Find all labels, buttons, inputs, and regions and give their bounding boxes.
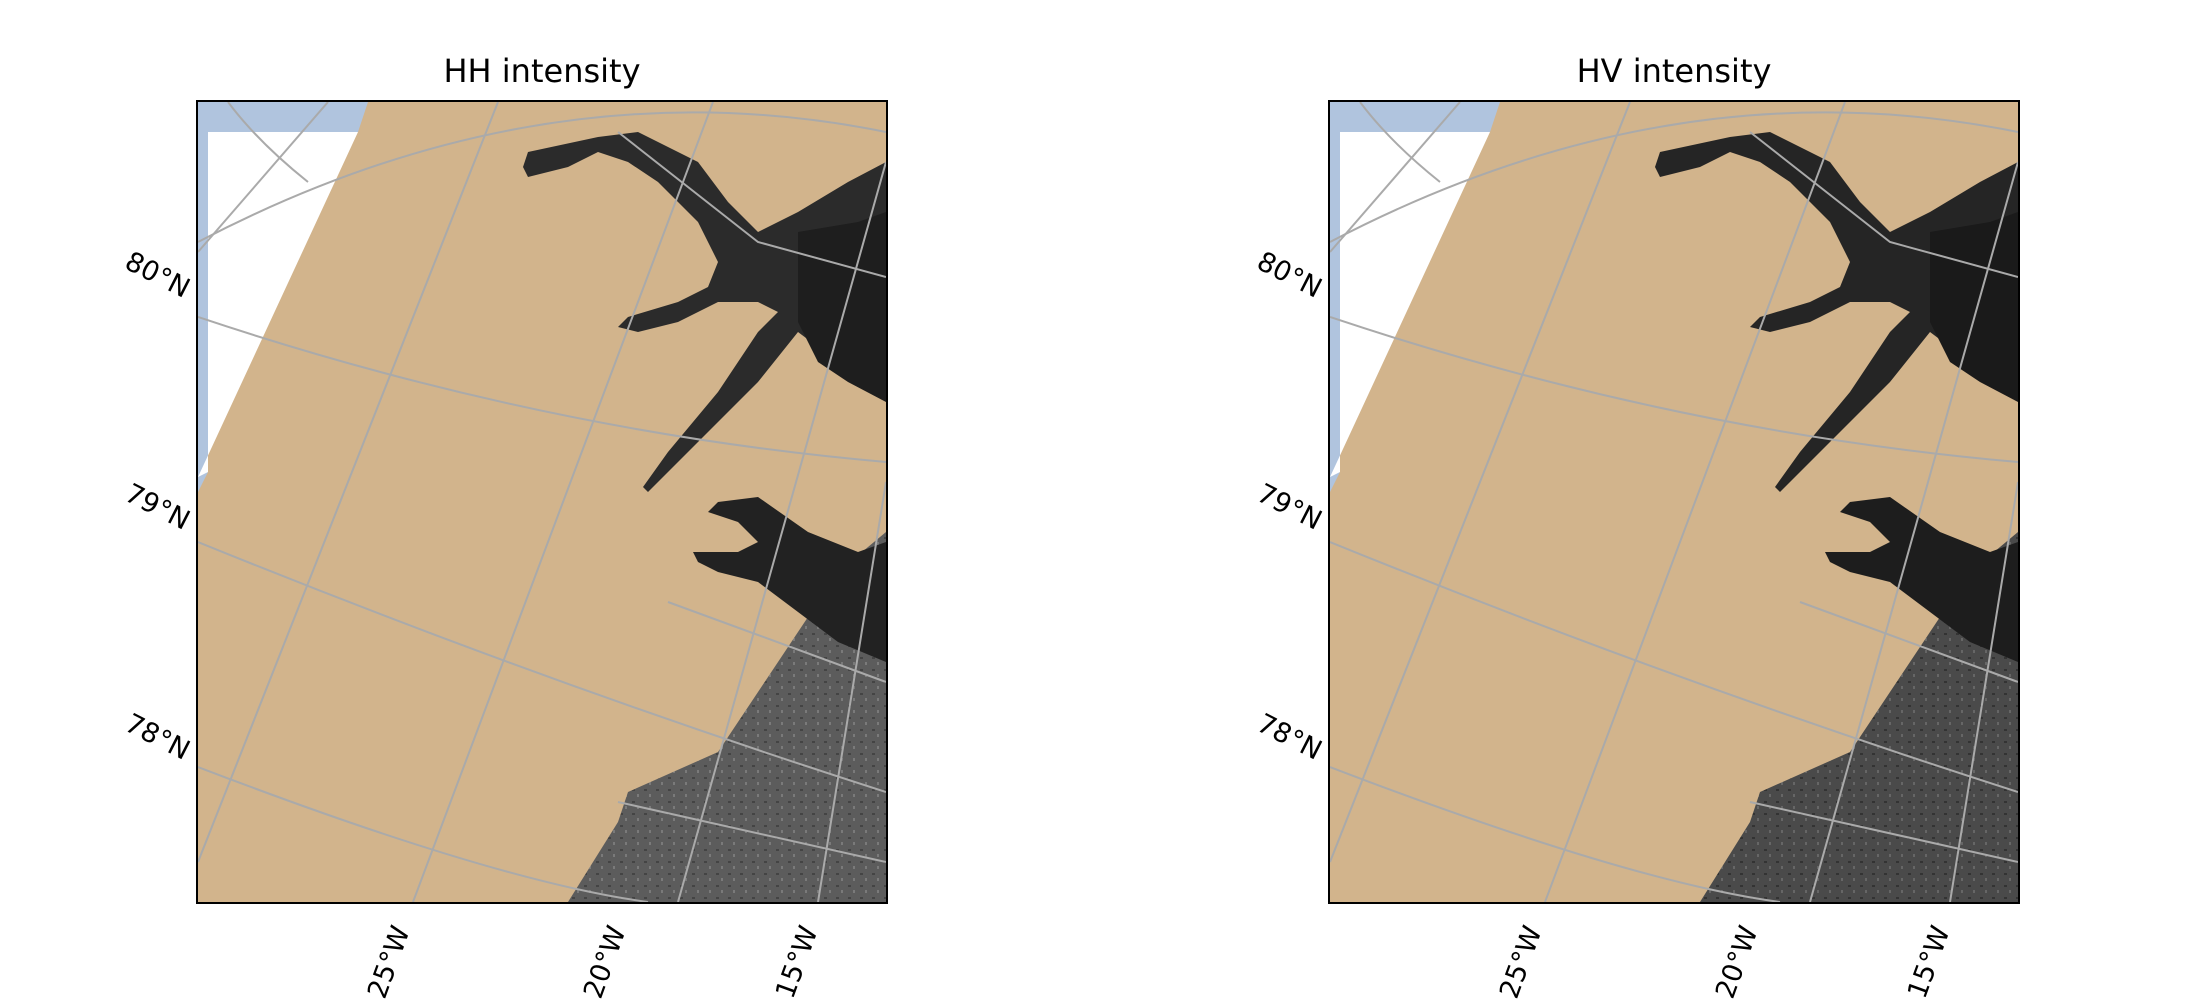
lat-label-79n: 79°N: [119, 478, 195, 537]
map-frame: [196, 100, 888, 904]
map-frame: [1328, 100, 2020, 904]
no-data-region: [198, 132, 358, 477]
lat-label-78n: 78°N: [119, 708, 195, 767]
lon-label-20w: 20°W: [578, 921, 633, 1003]
map-title: HH intensity: [443, 52, 641, 90]
map-canvas: [198, 102, 886, 902]
map-canvas: [1330, 102, 2018, 902]
lon-label-25w: 25°W: [1494, 921, 1549, 1003]
graticule: [198, 102, 886, 902]
lon-label-25w: 25°W: [362, 921, 417, 1003]
no-data-region: [1330, 132, 1490, 477]
lat-label-80n: 80°N: [1251, 246, 1327, 305]
map-panel-hv: HV intensity: [1132, 0, 2200, 1003]
sar-fjord-mid: [1825, 497, 2018, 662]
sar-fjord-north: [523, 132, 886, 492]
sar-fjord-east: [798, 212, 886, 402]
lat-label-80n: 80°N: [119, 246, 195, 305]
lat-label-78n: 78°N: [1251, 708, 1327, 767]
lon-label-15w: 15°W: [770, 921, 825, 1003]
lon-label-20w: 20°W: [1710, 921, 1765, 1003]
sar-fjord-north: [1655, 132, 2018, 492]
lon-label-15w: 15°W: [1902, 921, 1957, 1003]
graticule: [1330, 102, 2018, 902]
map-panel-hh: HH intensity: [0, 0, 1100, 1003]
lat-label-79n: 79°N: [1251, 478, 1327, 537]
sar-fjord-mid: [693, 497, 886, 662]
sar-fjord-east: [1930, 212, 2018, 402]
map-title: HV intensity: [1576, 52, 1772, 90]
